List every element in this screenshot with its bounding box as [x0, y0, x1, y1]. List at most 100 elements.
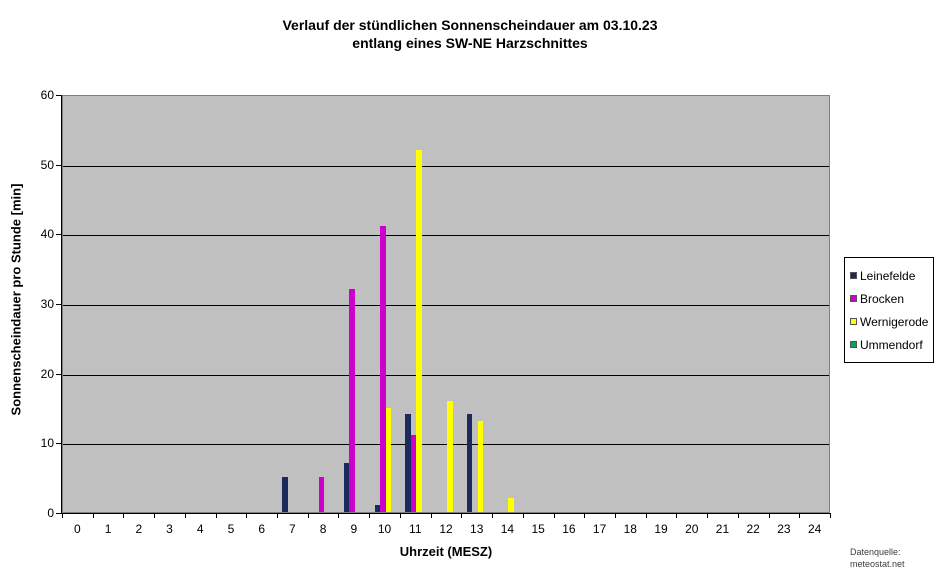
x-tick-12: [430, 514, 432, 518]
gridline-10: [63, 444, 829, 446]
bar-leinefelde-h9: [343, 463, 350, 512]
y-tick-50: [56, 164, 61, 166]
x-tick-label-16: 16: [562, 522, 576, 536]
x-tick-label-0: 0: [74, 522, 81, 536]
x-tick-14: [492, 514, 494, 518]
bar-wernigerode-h13: [477, 421, 484, 512]
y-tick-30: [56, 304, 61, 305]
y-tick-label-30: 30: [40, 297, 54, 311]
x-tick-label-3: 3: [166, 522, 173, 536]
x-tick-label-8: 8: [319, 522, 327, 536]
x-tick-label-15: 15: [531, 522, 545, 536]
legend-label-wernigerode: Wernigerode: [860, 314, 929, 329]
y-tick-label-40: 40: [40, 227, 54, 242]
x-tick-22: [737, 514, 739, 518]
x-tick-9: [338, 514, 340, 518]
bar-leinefelde-h13: [466, 414, 473, 512]
x-tick-19: [645, 514, 647, 518]
x-tick-label-7: 7: [289, 522, 296, 536]
legend-item-wernigerode: Wernigerode: [850, 310, 933, 333]
legend-item-ummendorf: Ummendorf: [850, 333, 933, 356]
gridline-40: [63, 235, 829, 237]
bar-leinefelde-h7: [282, 477, 288, 512]
legend: Leinefelde Brocken Wernigerode Ummendorf: [844, 257, 934, 363]
source-note: Datenquelle: meteostat.net: [850, 546, 905, 570]
x-tick-0: [62, 514, 63, 518]
x-tick-21: [707, 514, 709, 518]
x-tick-18: [614, 514, 616, 518]
y-tick-label-10: 10: [40, 436, 54, 451]
y-tick-0: [56, 513, 61, 514]
y-tick-label-60: 60: [40, 88, 54, 102]
x-tick-label-23: 23: [777, 522, 791, 536]
y-tick-40: [56, 234, 61, 236]
gridline-30: [63, 305, 829, 306]
chart-title-line2: entlang eines SW-NE Harzschnittes: [352, 35, 588, 51]
x-tick-17: [584, 514, 586, 518]
legend-item-brocken: Brocken: [850, 287, 933, 310]
x-tick-label-5: 5: [227, 522, 235, 536]
legend-swatch-wernigerode: [850, 318, 857, 325]
bar-brocken-h8: [318, 477, 325, 512]
legend-label-leinefelde: Leinefelde: [860, 268, 916, 283]
x-tick-20: [676, 514, 678, 518]
x-tick-label-17: 17: [592, 522, 607, 536]
x-tick-label-18: 18: [623, 522, 637, 536]
x-tick-label-19: 19: [654, 522, 668, 536]
bar-wernigerode-h11: [416, 149, 422, 512]
bar-wernigerode-h14: [508, 498, 514, 512]
legend-item-leinefelde: Leinefelde: [850, 264, 933, 287]
x-tick-25: [830, 514, 831, 518]
bar-wernigerode-h12: [447, 400, 453, 512]
x-axis-title: Uhrzeit (MESZ): [399, 544, 493, 559]
x-tick-label-4: 4: [196, 522, 204, 536]
x-tick-7: [277, 514, 279, 518]
bar-brocken-h9: [349, 289, 355, 512]
y-tick-label-50: 50: [40, 157, 54, 172]
x-tick-1: [92, 514, 94, 518]
gridline-50: [63, 165, 829, 167]
x-tick-label-6: 6: [258, 522, 266, 536]
y-tick-60: [56, 95, 61, 96]
x-tick-23: [768, 514, 770, 518]
legend-swatch-ummendorf: [850, 341, 857, 348]
y-tick-10: [56, 443, 61, 445]
x-tick-label-10: 10: [377, 522, 392, 536]
x-tick-label-24: 24: [807, 522, 822, 536]
plot-area: [62, 95, 830, 513]
bar-brocken-h10: [380, 226, 386, 512]
x-tick-label-13: 13: [470, 522, 484, 536]
x-tick-5: [215, 514, 217, 518]
y-tick-label-0: 0: [47, 506, 54, 520]
x-tick-label-9: 9: [350, 522, 358, 536]
chart-title-line1: Verlauf der stündlichen Sonnenscheindaue…: [282, 17, 658, 33]
source-note-line1: Datenquelle:: [850, 547, 901, 557]
bar-wernigerode-h10: [385, 407, 392, 512]
legend-label-brocken: Brocken: [860, 291, 905, 306]
x-tick-4: [184, 514, 186, 518]
y-axis-line: [61, 95, 62, 514]
x-tick-label-22: 22: [746, 522, 760, 536]
x-axis-line: [58, 513, 831, 514]
bar-brocken-h11: [410, 435, 417, 512]
gridline-20: [63, 374, 829, 376]
bar-leinefelde-h10: [374, 505, 381, 512]
source-note-line2: meteostat.net: [850, 559, 905, 569]
chart-title: Verlauf der stündlichen Sonnenscheindaue…: [0, 16, 940, 52]
x-tick-13: [461, 514, 463, 518]
x-tick-11: [399, 514, 401, 518]
x-tick-24: [799, 514, 801, 518]
x-tick-3: [154, 514, 156, 518]
x-tick-label-2: 2: [135, 522, 143, 536]
x-tick-label-20: 20: [685, 522, 699, 536]
bar-leinefelde-h11: [405, 414, 411, 512]
y-tick-label-20: 20: [40, 366, 54, 381]
x-tick-label-21: 21: [715, 522, 730, 536]
x-tick-label-14: 14: [500, 522, 515, 536]
y-tick-20: [56, 373, 61, 375]
x-tick-6: [246, 514, 248, 518]
x-tick-label-1: 1: [104, 522, 112, 536]
x-tick-8: [307, 514, 309, 518]
x-tick-10: [369, 514, 371, 518]
